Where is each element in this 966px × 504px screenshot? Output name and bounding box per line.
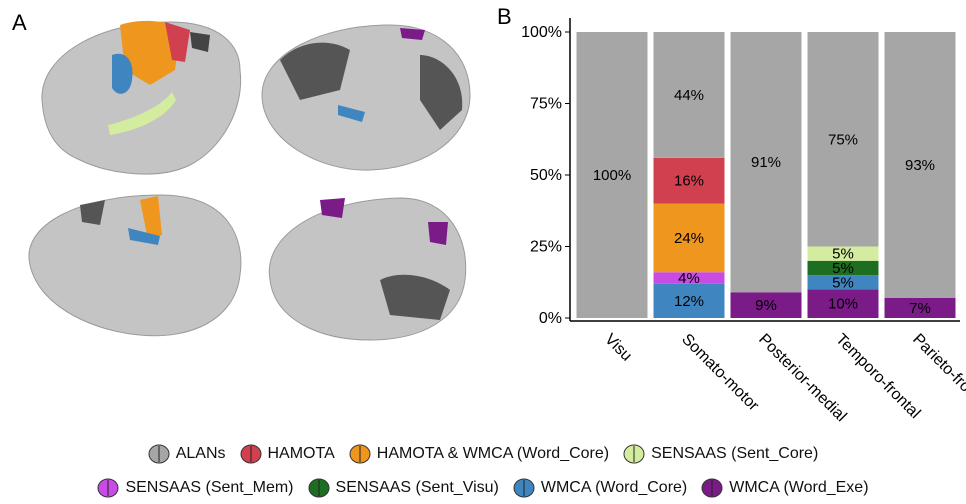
y-tick-label: 25% — [530, 239, 562, 256]
data-label: 7% — [909, 300, 931, 317]
legend-label: HAMOTA & WMCA (Word_Core) — [377, 445, 609, 463]
legend-icon — [97, 478, 119, 498]
legend-icon — [148, 444, 170, 464]
legend-item: WMCA (Word_Exe) — [701, 478, 868, 498]
legend-label: SENSAAS (Sent_Mem) — [125, 479, 293, 497]
legend-icon — [623, 444, 645, 464]
y-tick-label: 100% — [521, 24, 562, 41]
legend-label: ALANs — [176, 445, 226, 463]
legend-icon — [701, 478, 723, 498]
legend-label: WMCA (Word_Core) — [541, 479, 687, 497]
y-tick-label: 0% — [539, 310, 562, 327]
brain — [29, 195, 241, 336]
chart: A B 0% 25% 50% 75% 100% 100% Visu 12% 4% 24% 16% 44… — [0, 0, 966, 430]
y-tick-label: 75% — [530, 96, 562, 113]
legend-item: ALANs — [148, 444, 226, 464]
data-label: 44% — [674, 87, 704, 104]
data-label: 93% — [905, 157, 935, 174]
data-label: 10% — [828, 296, 858, 313]
panel-label: A — [12, 10, 27, 35]
legend-item: SENSAAS (Sent_Core) — [623, 444, 818, 464]
data-label: 100% — [593, 167, 631, 184]
region — [428, 222, 448, 245]
data-label: 16% — [674, 173, 704, 190]
x-tick-label: Parieto-frontal — [909, 331, 966, 414]
legend-item: HAMOTA — [240, 444, 335, 464]
panel-label: B — [497, 4, 512, 29]
data-label: 24% — [674, 230, 704, 247]
data-label: 5% — [832, 246, 854, 263]
legend-item: HAMOTA & WMCA (Word_Core) — [349, 444, 609, 464]
figure: A B 0% 25% 50% 75% 100% 100% Visu 12% 4% 24% 16% 44… — [0, 0, 966, 504]
legend-label: SENSAAS (Sent_Visu) — [336, 479, 499, 497]
data-label: 12% — [674, 293, 704, 310]
legend-icon — [513, 478, 535, 498]
legend-item: SENSAAS (Sent_Visu) — [308, 478, 499, 498]
brain-images — [29, 21, 470, 340]
legend-icon — [308, 478, 330, 498]
data-label: 9% — [755, 297, 777, 314]
x-tick-label: Somato-motor — [678, 331, 762, 415]
legend: ALANs HAMOTA HAMOTA & WMCA (Word_Core) SENS… — [0, 444, 966, 464]
data-label: 91% — [751, 154, 781, 171]
data-label: 75% — [828, 131, 858, 148]
legend-icon — [240, 444, 262, 464]
x-tick-label: Visu — [601, 331, 635, 365]
legend-icon — [349, 444, 371, 464]
y-tick-label: 50% — [530, 167, 562, 184]
legend-item: WMCA (Word_Core) — [513, 478, 687, 498]
region — [320, 198, 345, 218]
legend-label: HAMOTA — [268, 445, 335, 463]
legend-label: SENSAAS (Sent_Core) — [651, 445, 818, 463]
legend-label: WMCA (Word_Exe) — [729, 479, 868, 497]
legend: SENSAAS (Sent_Mem) SENSAAS (Sent_Visu) WMC… — [0, 478, 966, 498]
data-label: 4% — [678, 270, 700, 287]
legend-item: SENSAAS (Sent_Mem) — [97, 478, 293, 498]
